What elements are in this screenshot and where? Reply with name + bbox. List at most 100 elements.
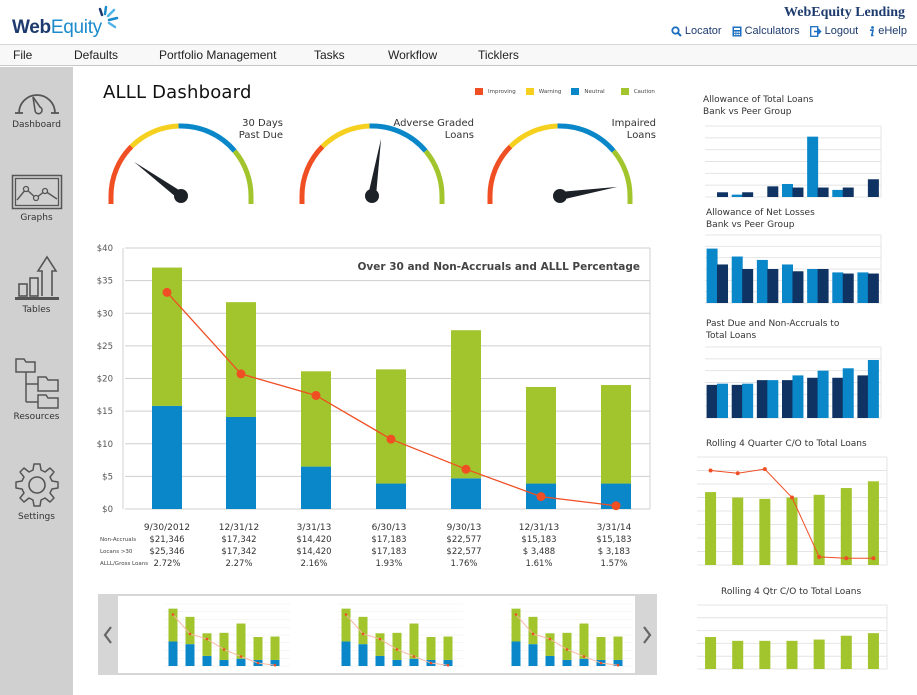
thumb-point: [582, 655, 586, 658]
sidebar-item-graphs[interactable]: Graphs: [0, 174, 73, 223]
menu-portfolio-management[interactable]: Portfolio Management: [159, 48, 277, 62]
legend-item-neutral: Neutral: [571, 88, 605, 95]
gauge-arc-segment: [299, 144, 325, 197]
mini-bar: [792, 187, 804, 197]
mini-bar: [706, 248, 718, 303]
menu-ticklers[interactable]: Ticklers: [478, 48, 519, 62]
thumb-bar-green: [219, 632, 229, 660]
mini-bar: [813, 494, 825, 565]
thumb-bar-blue: [202, 655, 212, 666]
thumb-point: [412, 655, 416, 658]
mini-chart-title: Allowance of Total Loans Bank vs Peer Gr…: [703, 95, 814, 117]
mini-point: [844, 556, 849, 561]
carousel-prev-button[interactable]: [98, 594, 118, 675]
table-column-header: 12/31/12: [218, 523, 260, 533]
sidebar-label-graphs: Graphs: [20, 213, 53, 223]
bar-segment-non-accruals: [376, 483, 406, 509]
mini-chart-rolling-4-qtr[interactable]: [693, 603, 889, 671]
carousel-thumbnail[interactable]: [153, 600, 293, 672]
menu-tasks[interactable]: Tasks: [314, 48, 345, 62]
bar-segment-non-accruals: [226, 416, 256, 509]
y-tick-label: $40: [97, 244, 113, 254]
logo-text-bold: Web: [12, 17, 51, 38]
mini-point: [708, 468, 713, 473]
thumb-bar-blue: [392, 659, 402, 666]
menu-workflow[interactable]: Workflow: [388, 48, 438, 62]
ehelp-label: eHelp: [878, 25, 907, 37]
legend-item-caution: Caution: [620, 88, 655, 95]
locator-link[interactable]: Locator: [671, 25, 722, 37]
thumb-bar-green: [392, 632, 402, 660]
gauge-impaired-loans[interactable]: Impaired Loans: [484, 110, 656, 210]
menu-bar: File Defaults Portfolio Management Tasks…: [0, 45, 917, 66]
mini-chart-allowance-net-losses[interactable]: [703, 233, 883, 305]
mini-chart-title: Rolling 4 Quarter C/O to Total Loans: [706, 439, 867, 449]
calculators-link[interactable]: Calculators: [732, 25, 800, 37]
gauge-arc-segment: [508, 123, 558, 149]
table-cell: 2.27%: [225, 559, 253, 569]
thumb-point: [205, 637, 209, 641]
thumb-point: [256, 661, 260, 665]
carousel-thumbnail[interactable]: [496, 600, 636, 672]
table-cell: $15,183: [521, 535, 557, 545]
carousel-track: [118, 596, 635, 673]
sidebar-item-resources[interactable]: Resources: [0, 355, 73, 422]
alll-point: [536, 492, 546, 502]
sidebar-item-settings[interactable]: Settings: [0, 461, 73, 522]
header: Web Equity WebEquity Lending Locator Calc…: [0, 0, 917, 45]
alll-point: [611, 501, 621, 511]
gauge-30-days-past-due[interactable]: 30 Days Past Due: [105, 110, 283, 210]
mini-bar: [706, 384, 718, 418]
mini-bar: [756, 259, 768, 303]
table-cell: $ 3,488: [522, 547, 556, 557]
mini-bar: [732, 640, 744, 669]
sidebar-label-settings: Settings: [18, 512, 55, 522]
thumb-point: [548, 637, 552, 641]
top-links: Locator Calculators Logout eHelp: [671, 25, 907, 37]
thumb-bar-green: [562, 632, 572, 660]
sidebar-item-tables[interactable]: Tables: [0, 254, 73, 315]
table-cell: 1.76%: [450, 559, 478, 569]
thumb-bar-green: [596, 637, 606, 660]
ehelp-link[interactable]: eHelp: [868, 25, 907, 37]
bar-segment-loans-over-30: [376, 369, 406, 484]
menu-file[interactable]: File: [13, 48, 33, 62]
table-cell: $22,577: [446, 535, 482, 545]
gauge-adverse-graded-loans[interactable]: Adverse Graded Loans: [296, 110, 474, 210]
logo[interactable]: Web Equity: [12, 5, 119, 39]
mini-bar: [867, 633, 879, 669]
table-cell: $15,183: [596, 535, 632, 545]
y-tick-label: $5: [102, 472, 113, 482]
thumb-point: [616, 663, 620, 667]
info-icon: [870, 25, 875, 36]
mini-bar: [840, 635, 852, 669]
thumb-bar-green: [409, 623, 419, 659]
thumb-bar-blue: [358, 644, 368, 666]
gauge-hub: [365, 189, 379, 203]
logout-link[interactable]: Logout: [809, 25, 858, 37]
gauge-needle: [134, 161, 184, 200]
thumb-point: [599, 661, 603, 665]
thumb-bar-blue: [613, 659, 623, 666]
menu-defaults[interactable]: Defaults: [74, 48, 119, 62]
mini-bar: [842, 368, 854, 418]
mini-bar: [731, 194, 743, 197]
carousel-thumbnail[interactable]: [326, 600, 466, 672]
thumb-bar-green: [545, 633, 555, 656]
thumb-bar-green: [613, 636, 623, 660]
chart-carousel: [98, 594, 657, 675]
mini-chart-rolling-4-quarter[interactable]: [693, 455, 889, 567]
sidebar-item-dashboard[interactable]: Dashboard: [0, 85, 73, 130]
chevron-left-icon: [103, 625, 112, 644]
mini-point: [817, 554, 822, 559]
table-cell: $21,346: [149, 535, 185, 545]
carousel-next-button[interactable]: [637, 594, 657, 675]
mini-chart-past-due-non-accruals[interactable]: [703, 345, 883, 420]
mini-chart-allowance-total-loans[interactable]: [703, 124, 883, 199]
calculators-label: Calculators: [744, 25, 800, 37]
table-cell: 2.72%: [153, 559, 181, 569]
table-cell: 2.16%: [300, 559, 328, 569]
legend-swatch: [525, 88, 534, 95]
thumb-bar-blue: [341, 641, 351, 666]
